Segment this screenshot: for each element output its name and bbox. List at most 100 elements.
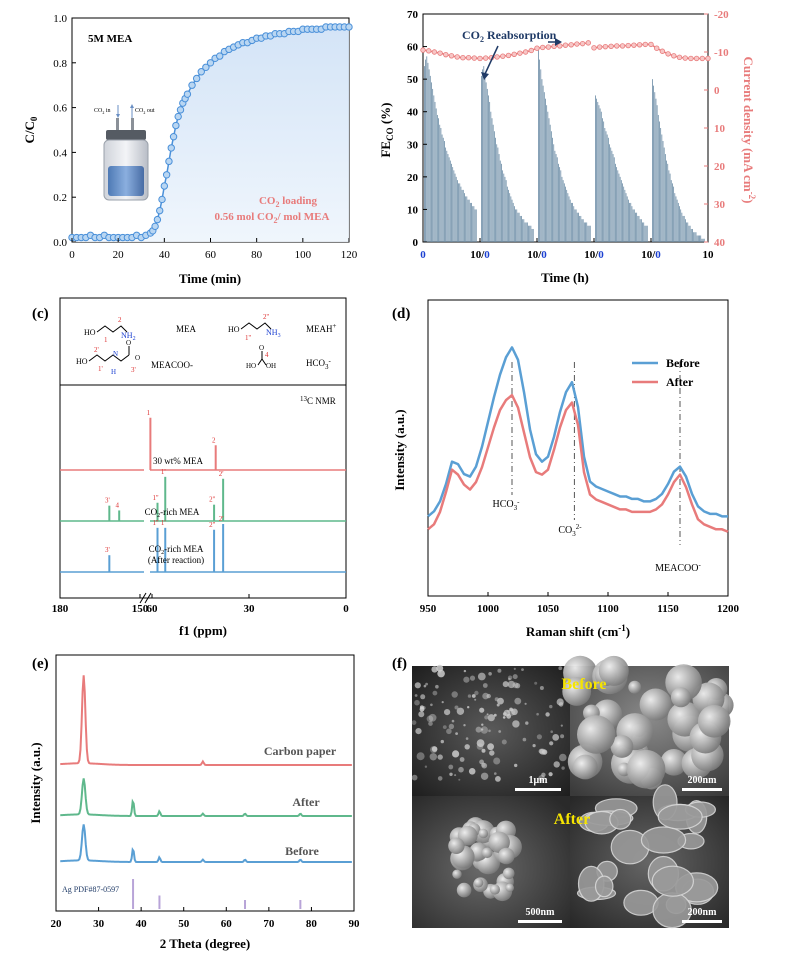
panel-b-bar bbox=[637, 215, 639, 242]
panel-b-current-point bbox=[420, 47, 426, 53]
panel-b-bar bbox=[474, 209, 476, 242]
panel-b-bar bbox=[486, 88, 488, 243]
sem-scale-4: 200nm bbox=[688, 907, 718, 918]
svg-text:1: 1 bbox=[104, 336, 108, 344]
co2-in-label: CO2 in bbox=[94, 108, 111, 115]
sem-particle bbox=[508, 677, 511, 681]
panel-a-area bbox=[72, 26, 349, 243]
structure-hco3-label: HCO3- bbox=[306, 357, 332, 371]
nmr-series-name: 30 wt% MEA bbox=[153, 456, 203, 466]
sem-particle bbox=[458, 778, 461, 781]
sem-particle bbox=[481, 847, 493, 859]
panel-b-bar bbox=[646, 225, 648, 242]
sem-particle bbox=[464, 744, 470, 750]
panel-b-bar bbox=[531, 228, 533, 242]
panel-a-point bbox=[176, 106, 185, 114]
sem-particle bbox=[552, 734, 560, 741]
panel-b-xtick-label: 10 bbox=[703, 249, 715, 261]
panel-b-y2tick-label: 0 bbox=[714, 85, 720, 97]
panel-a-point bbox=[192, 74, 201, 83]
panel-b-bar bbox=[458, 183, 459, 242]
panel-b-bar bbox=[431, 82, 432, 243]
panel-b-bar bbox=[579, 215, 581, 242]
panel-b-bar bbox=[623, 186, 625, 242]
sem-particle bbox=[670, 687, 691, 708]
panel-b-current-point bbox=[625, 42, 631, 49]
sem-particle bbox=[463, 724, 466, 727]
panel-b-bar bbox=[618, 173, 620, 242]
nmr-peak-label: 2' bbox=[219, 515, 224, 523]
panel-b-bar bbox=[663, 147, 665, 242]
panel-b-bar bbox=[605, 131, 607, 242]
panel-b-bar bbox=[539, 59, 541, 242]
sem-particle bbox=[414, 682, 421, 689]
sem-particle bbox=[536, 734, 543, 740]
reactor-illustration: CO2 in CO2 out bbox=[94, 104, 155, 201]
panel-b-bar bbox=[679, 206, 680, 242]
panel-b-current-point bbox=[631, 42, 637, 48]
panel-b-current-point bbox=[454, 54, 460, 60]
panel-a-point bbox=[160, 182, 169, 190]
panel-b-current-point bbox=[699, 55, 705, 62]
panel-b-bar bbox=[624, 189, 626, 242]
panel-b-bar bbox=[489, 101, 491, 242]
panel-b-bar bbox=[498, 154, 500, 242]
panel-b-bar bbox=[587, 225, 589, 242]
panel-b-bar bbox=[438, 118, 439, 242]
sem-particle bbox=[536, 712, 539, 716]
panel-b-bar bbox=[496, 144, 498, 242]
panel-b-bar bbox=[563, 183, 565, 242]
panel-b-bar bbox=[453, 170, 455, 242]
panel-b-bar bbox=[694, 232, 696, 242]
nmr-peak-label: 4 bbox=[115, 501, 119, 509]
panel-a-point bbox=[162, 171, 171, 179]
panel-a-point bbox=[169, 133, 178, 141]
panel-b-bar bbox=[459, 183, 461, 242]
sem-particle bbox=[482, 692, 489, 700]
panel-b-bar bbox=[448, 157, 450, 242]
sem-image-before-200nm: 200nm bbox=[562, 655, 734, 796]
sem-particle bbox=[514, 763, 518, 768]
panel-b-bar bbox=[562, 180, 564, 242]
sem-particle bbox=[556, 698, 564, 706]
panel-b-bar bbox=[582, 219, 584, 242]
panel-b-current-point bbox=[568, 42, 574, 48]
panel-a-ylabel: C/C0 bbox=[22, 116, 39, 143]
panel-b-bar bbox=[481, 75, 482, 242]
panel-b-bar bbox=[700, 235, 702, 242]
sem-particle bbox=[428, 713, 437, 722]
panel-b-bar bbox=[428, 69, 430, 242]
panel-b-bar bbox=[464, 193, 465, 242]
panel-b-bar bbox=[451, 163, 452, 242]
sem-particle bbox=[507, 680, 516, 689]
panel-b-bar bbox=[674, 193, 676, 242]
panel-b-bar bbox=[598, 105, 600, 242]
xrd-line-0 bbox=[60, 675, 352, 766]
panel-a-annotation-mea: 5M MEA bbox=[88, 33, 132, 45]
sem-particle bbox=[498, 730, 502, 733]
panel-b-bar bbox=[676, 199, 678, 242]
sem-particle bbox=[514, 697, 522, 705]
panel-d-xtick-label: 1150 bbox=[657, 603, 679, 615]
svg-text:1': 1' bbox=[98, 365, 103, 373]
panel-d-legend: Before After bbox=[632, 356, 700, 389]
panel-b-bar bbox=[561, 176, 563, 242]
sem-particle bbox=[426, 715, 434, 723]
sem-particle bbox=[480, 726, 488, 734]
panel-b-bar bbox=[589, 225, 591, 242]
panel-d-xtick-label: 1200 bbox=[717, 603, 740, 615]
panel-a-ytick-label: 0.8 bbox=[53, 58, 67, 70]
axis-break-mark bbox=[139, 592, 147, 604]
panel-b-xtick-label: 10/0 bbox=[527, 249, 547, 261]
panel-c-xtick-label: 60 bbox=[147, 603, 159, 615]
panel-b-stability: 0 10/0 10/0 10/0 10/0 10 0 10 20 30 40 50 60 70 40 30… bbox=[378, 9, 757, 285]
panel-b-bar bbox=[442, 137, 444, 242]
panel-b-current-point bbox=[676, 54, 683, 61]
panel-b-bar bbox=[426, 56, 428, 242]
panel-b-bar bbox=[638, 215, 640, 242]
panel-b-y2tick-label: 10 bbox=[714, 123, 726, 135]
sem-particle bbox=[482, 683, 488, 688]
panel-b-bar bbox=[425, 59, 427, 242]
panel-a-point bbox=[158, 195, 166, 204]
sem-particle bbox=[562, 677, 592, 706]
